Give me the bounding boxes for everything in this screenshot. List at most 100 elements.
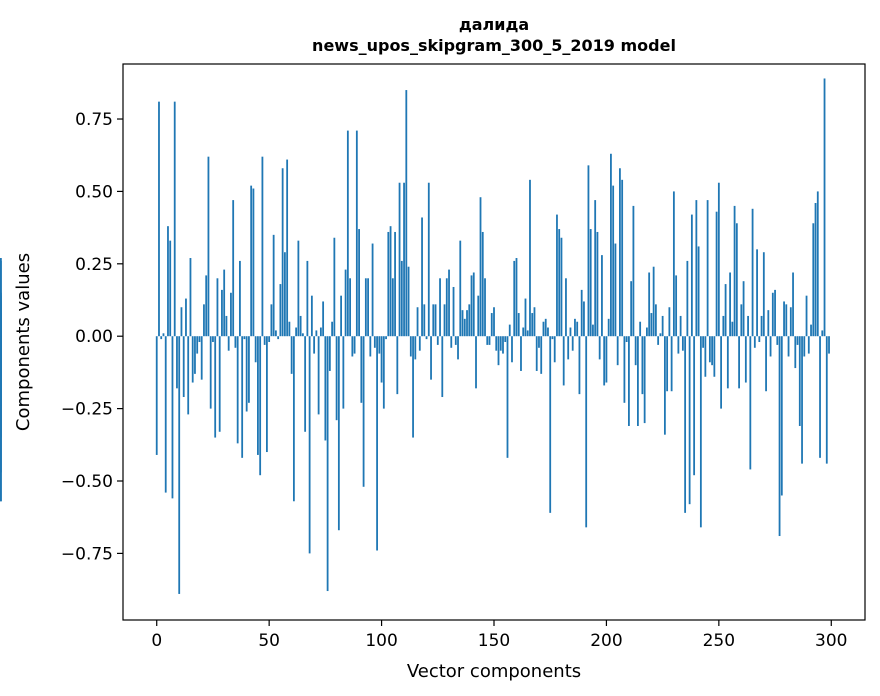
- bar-85: [346, 130, 349, 337]
- bar-161: [517, 313, 520, 337]
- bar-194: [592, 324, 594, 337]
- bar-134: [457, 336, 459, 360]
- bar-270: [762, 252, 765, 337]
- y-tick-label: 0.25: [75, 255, 113, 275]
- y-axis-ticks: −0.75 −0.50 −0.25 0.00 0.25 0.50 0.75: [61, 110, 123, 564]
- bar-131: [450, 336, 453, 348]
- bar-252: [722, 315, 725, 337]
- bar-200: [605, 336, 608, 383]
- bar-250: [717, 182, 720, 337]
- bar-122: [430, 336, 432, 380]
- bar-27: [216, 278, 219, 337]
- bar-243: [702, 336, 705, 348]
- bar-261: [742, 281, 745, 337]
- bar-281: [787, 336, 790, 357]
- bar-159: [513, 260, 516, 337]
- bar-177: [553, 336, 556, 363]
- bar-232: [677, 336, 680, 354]
- bar-90: [358, 229, 360, 337]
- bar-47: [261, 156, 264, 337]
- bar-266: [753, 336, 756, 348]
- bar-54: [277, 336, 280, 340]
- bar-185: [571, 336, 574, 351]
- bar-254: [726, 336, 729, 389]
- y-tick-label: −0.25: [61, 400, 113, 420]
- bar-87: [351, 336, 354, 357]
- bar-108: [398, 182, 401, 337]
- bar-288: [803, 336, 806, 357]
- bar-167: [531, 313, 534, 337]
- bar-10: [178, 336, 181, 594]
- bar-107: [396, 336, 399, 395]
- bar-242: [699, 336, 702, 528]
- bar-247: [711, 336, 713, 366]
- bar-213: [634, 336, 637, 366]
- bar-91: [360, 336, 363, 403]
- bar-235: [684, 336, 687, 513]
- bar-144: [479, 197, 482, 337]
- bar-26: [214, 336, 217, 438]
- bar-30: [223, 269, 226, 337]
- bar-58: [286, 159, 289, 337]
- bar-265: [751, 208, 754, 337]
- bar-51: [270, 304, 273, 337]
- bar-179: [558, 229, 561, 337]
- bar-216: [641, 336, 644, 395]
- bar-102: [385, 336, 387, 340]
- bar-69: [310, 295, 313, 337]
- bar-230: [672, 191, 675, 337]
- bar-49: [266, 336, 268, 453]
- bar-32: [227, 336, 230, 351]
- bar-98: [376, 336, 378, 551]
- bar-39: [243, 336, 246, 340]
- bar-182: [565, 278, 567, 337]
- bar-268: [758, 336, 761, 342]
- bar-256: [731, 321, 734, 337]
- bar-142: [475, 336, 477, 389]
- bar-66: [304, 336, 307, 432]
- bar-234: [681, 336, 684, 351]
- bar-290: [807, 336, 810, 354]
- bar-28: [218, 336, 221, 432]
- plot-frame: [122, 63, 866, 621]
- bar-110: [403, 182, 405, 337]
- bar-168: [533, 307, 536, 337]
- x-axis-label: Vector components: [407, 661, 581, 682]
- bars-group: [0, 78, 830, 594]
- bar-100: [380, 336, 383, 383]
- bar-133: [454, 336, 457, 345]
- bar-38: [241, 336, 244, 458]
- x-tick-label: 50: [258, 631, 280, 651]
- bar-1: [158, 101, 160, 337]
- bar-257: [733, 205, 736, 337]
- bar-95: [369, 336, 372, 357]
- bar-113: [409, 336, 412, 357]
- bar-52: [272, 234, 275, 337]
- bar-279: [783, 301, 785, 337]
- bar-3: [162, 333, 165, 337]
- x-tick-label: 0: [151, 631, 162, 651]
- bar-50: [268, 336, 271, 342]
- bar-233: [679, 315, 682, 337]
- bar-277: [778, 336, 781, 537]
- bar-181: [562, 336, 565, 386]
- chart-title: далида: [459, 15, 529, 34]
- bar-267: [756, 249, 758, 337]
- bar-103: [387, 231, 390, 337]
- bar-226: [663, 336, 666, 435]
- bar-9: [176, 336, 178, 389]
- bar-undefined: [0, 260, 2, 337]
- bar-276: [776, 336, 779, 345]
- bar-42: [250, 185, 253, 337]
- bar-135: [459, 240, 462, 337]
- bar-117: [418, 336, 421, 351]
- bar-118: [421, 217, 423, 337]
- bar-36: [236, 336, 239, 444]
- bar-199: [603, 336, 606, 386]
- bar-114: [412, 336, 414, 438]
- bar-8: [173, 101, 176, 337]
- bar-191: [585, 336, 588, 528]
- bar-136: [461, 310, 464, 337]
- bar-193: [589, 229, 592, 337]
- bar-146: [484, 278, 486, 337]
